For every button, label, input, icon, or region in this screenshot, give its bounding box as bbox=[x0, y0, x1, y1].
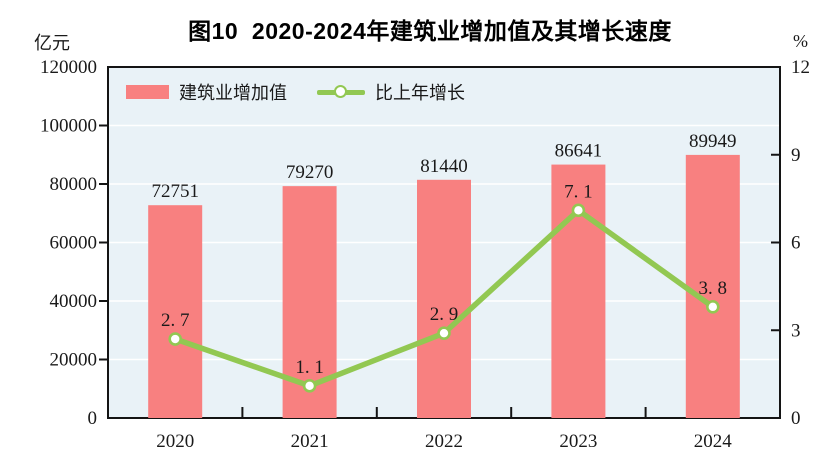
legend-line-marker bbox=[334, 85, 347, 98]
right-axis-unit: % bbox=[793, 31, 808, 51]
chart-legend: 建筑业增加值 比上年增长 bbox=[126, 79, 465, 105]
line-label-2021: 1. 1 bbox=[295, 357, 324, 378]
line-label-2022: 2. 9 bbox=[430, 304, 459, 325]
bar-label-2022: 81440 bbox=[420, 156, 468, 177]
bar-2024 bbox=[685, 154, 740, 418]
x-tick-label-2024: 2024 bbox=[694, 431, 733, 452]
legend-line-icon bbox=[317, 85, 365, 99]
line-marker-2021 bbox=[302, 379, 317, 393]
bar-2020 bbox=[148, 205, 203, 418]
right-tick-label-12: 12 bbox=[791, 57, 810, 78]
left-tick-label-120000: 120000 bbox=[40, 57, 97, 78]
legend-line-label: 比上年增长 bbox=[375, 83, 465, 103]
bar-2023 bbox=[551, 164, 606, 418]
bar-label-2023: 86641 bbox=[555, 141, 603, 162]
left-tick-label-40000: 40000 bbox=[50, 291, 98, 312]
line-label-2020: 2. 7 bbox=[161, 310, 190, 331]
left-tick-label-60000: 60000 bbox=[50, 233, 98, 254]
bar-2022 bbox=[417, 179, 471, 418]
line-marker-2022 bbox=[437, 326, 451, 340]
left-axis-unit: 亿元 bbox=[34, 33, 70, 53]
left-tick-label-80000: 80000 bbox=[50, 174, 98, 195]
left-tick-label-0: 0 bbox=[88, 408, 98, 429]
legend-bar-label: 建筑业增加值 bbox=[179, 83, 287, 103]
x-tick-label-2021: 2021 bbox=[291, 431, 329, 452]
x-tick-label-2023: 2023 bbox=[559, 431, 597, 452]
legend-bar-swatch bbox=[126, 85, 169, 99]
chart-title: 图10 2020-2024年建筑业增加值及其增长速度 bbox=[188, 18, 672, 44]
line-marker-2024 bbox=[705, 300, 720, 314]
bar-label-2020: 72751 bbox=[151, 181, 199, 202]
right-tick-label-9: 9 bbox=[791, 145, 801, 166]
right-tick-label-6: 6 bbox=[791, 233, 801, 254]
x-tick-label-2022: 2022 bbox=[425, 431, 463, 452]
right-tick-label-0: 0 bbox=[791, 408, 801, 429]
line-label-2023: 7. 1 bbox=[564, 181, 593, 202]
bar-label-2021: 79270 bbox=[286, 162, 334, 183]
line-label-2024: 3. 8 bbox=[699, 278, 728, 299]
left-tick-label-100000: 100000 bbox=[40, 116, 97, 137]
left-tick-label-20000: 20000 bbox=[50, 350, 98, 371]
line-marker-2020 bbox=[168, 332, 182, 346]
right-tick-label-3: 3 bbox=[791, 320, 801, 341]
bar-label-2024: 89949 bbox=[689, 131, 737, 152]
line-marker-2023 bbox=[571, 203, 586, 218]
x-tick-label-2020: 2020 bbox=[156, 431, 194, 452]
